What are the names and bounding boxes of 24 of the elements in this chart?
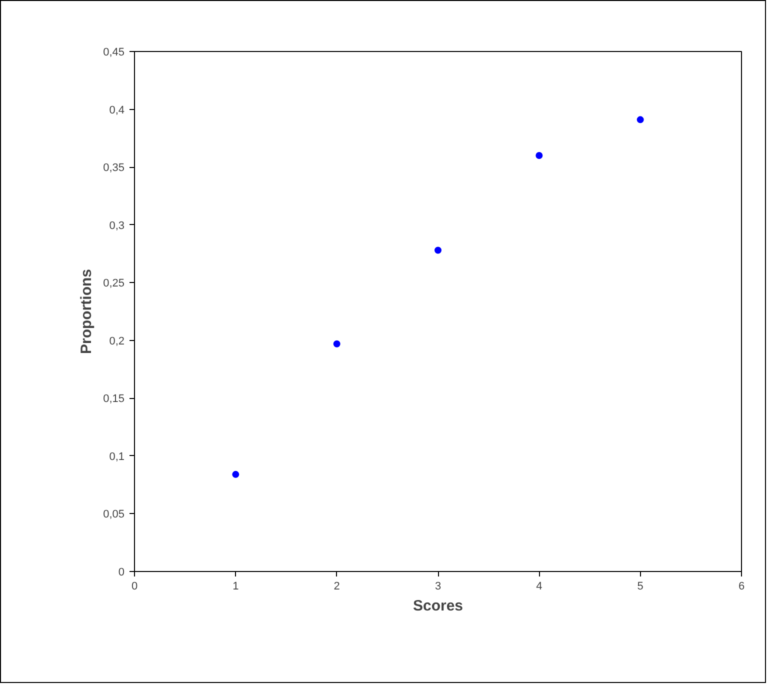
point (636, 116, 644, 124)
x-tick-label: 1 (232, 580, 239, 592)
y-tick-label: 0,1 (109, 450, 125, 463)
point (536, 152, 543, 159)
point (333, 340, 340, 348)
y-tick-label: 0,35 (103, 162, 125, 174)
x-tick-label: 5 (637, 580, 644, 592)
y-axis-title: Proportions (78, 269, 96, 354)
y-tick-label: 0,45 (103, 46, 125, 58)
point (434, 246, 442, 254)
x-tick-label: 2 (334, 580, 340, 592)
y-tick-label: 0,4 (109, 104, 125, 116)
x-axis-title: Scores (412, 598, 464, 614)
x-tick-label: 4 (536, 580, 542, 592)
x-tick-label: 3 (434, 580, 442, 592)
point (232, 470, 240, 478)
x-tick-label: 0 (131, 580, 138, 592)
y-tick-label: 0,2 (109, 335, 125, 348)
y-tick-label: 0,25 (103, 278, 125, 290)
y-tick-label: 0,05 (103, 508, 125, 521)
y-tick-label: 0,3 (109, 220, 125, 232)
y-tick-label: 0 (118, 566, 125, 578)
x-tick-label: 6 (738, 580, 745, 592)
y-tick-label: 0,15 (103, 393, 125, 406)
